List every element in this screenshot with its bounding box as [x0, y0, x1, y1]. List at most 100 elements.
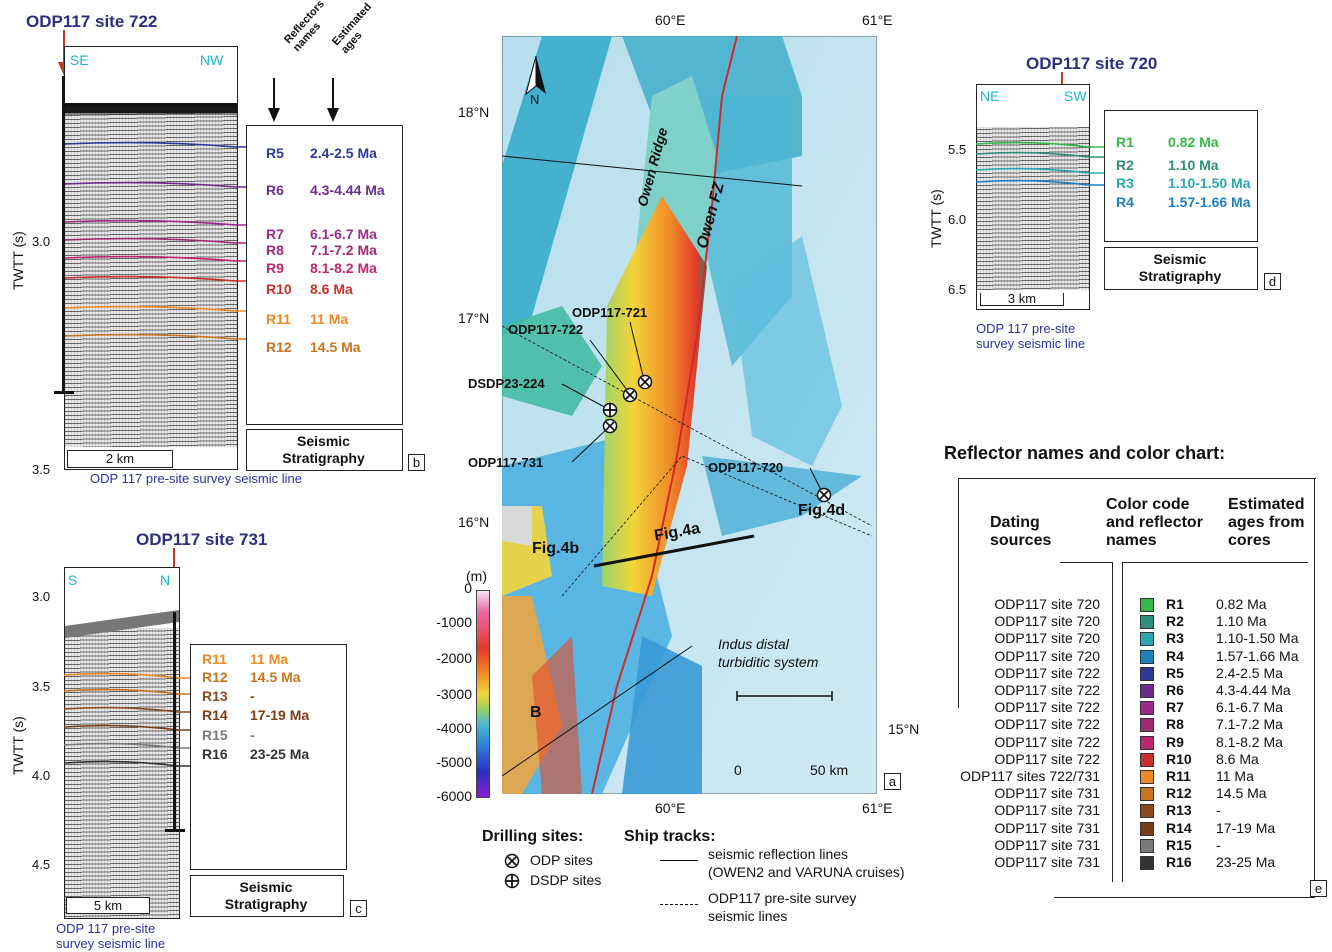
chart-row-age: -: [1216, 802, 1221, 819]
map-right-label: 15°N: [888, 721, 920, 737]
panel-b-reflector-age: 8.6 Ma: [310, 281, 353, 297]
reflector-horizon-line: [64, 275, 260, 282]
header-arrows-icon: [268, 78, 339, 122]
panel-c-tick-1: 3.0: [32, 589, 51, 604]
site-leader-lines: [561, 321, 825, 497]
chart-head-rule-2: [1122, 562, 1308, 563]
dsdp-site-icon: [602, 402, 618, 418]
chart-row-swatch: [1140, 615, 1154, 630]
depth-tick-0: 0: [464, 580, 472, 596]
map-left-label-1: 18°N: [458, 104, 490, 120]
chart-row-source: ODP117 site 720: [994, 613, 1100, 630]
chart-row-swatch: [1140, 632, 1154, 647]
legend-ship-title: Ship tracks:: [624, 828, 716, 845]
chart-row-source: ODP117 site 720: [994, 647, 1100, 664]
chart-col-rule-1: [1112, 562, 1113, 882]
panel-b-reflector-name: R6: [266, 182, 284, 198]
panel-d-stratigraphy-box: [1104, 110, 1258, 242]
panel-d-dir-left: NE: [980, 88, 1000, 104]
chart-row-source: ODP117 site 722: [994, 750, 1100, 767]
chart-head-rule-1: [1060, 562, 1112, 563]
panel-d-caption: ODP 117 pre-site survey seismic line: [976, 321, 1086, 351]
reflector-horizon-line: [64, 706, 200, 713]
panel-c-reflector-name: R14: [202, 707, 228, 723]
head-age-3: cores: [1228, 532, 1271, 549]
reflector-horizon-line: [976, 179, 1106, 186]
chart-row-name: R10: [1166, 750, 1192, 767]
chart-row-source: ODP117 site 731: [994, 785, 1100, 802]
depth-tick-3: -3000: [436, 686, 472, 702]
chart-row-swatch: [1140, 770, 1154, 784]
chart-row-source: ODP117 site 722: [994, 682, 1100, 698]
chart-row-swatch: [1140, 821, 1154, 836]
panel-b-reflector-name: R5: [266, 145, 284, 161]
chart-row-source: ODP117 site 731: [994, 836, 1100, 853]
chart-row-name: R5: [1166, 664, 1184, 681]
chart-row-name: R11: [1166, 768, 1191, 784]
map-scale-km: 50 km: [810, 762, 849, 778]
panel-c-reflector-name: R15: [202, 727, 228, 743]
chart-row-swatch: [1140, 804, 1154, 819]
panel-b-reflector-name: R9: [266, 260, 284, 276]
head-sources-1: Dating: [990, 514, 1040, 531]
panel-b-seismic-image: [64, 46, 238, 470]
chart-row-swatch: [1140, 838, 1154, 853]
reflector-horizon-line: [64, 688, 200, 695]
chart-row-age: 6.1-6.7 Ma: [1216, 699, 1283, 716]
panel-c-reflector-name: R11: [202, 651, 227, 667]
panel-c-y-title: TWTT (s): [10, 716, 26, 775]
head-sources-2: sources: [990, 532, 1052, 549]
legend-dotted-text-2: seismic lines: [708, 908, 788, 924]
panel-c-reflector-age: -: [250, 688, 255, 704]
reflector-horizon-line: [64, 742, 200, 749]
chart-row-swatch: [1140, 649, 1154, 664]
panel-b-tick-1: 3.0: [32, 234, 51, 249]
panel-c-borehole: [173, 612, 176, 830]
map-left-label-3: 16°N: [458, 514, 490, 530]
chart-row-name: R4: [1166, 647, 1184, 664]
map-scale-zero: 0: [734, 762, 742, 778]
chart-row-name: R16: [1166, 854, 1192, 870]
dsdp-site-icon: [504, 873, 520, 889]
chart-row-swatch: [1140, 701, 1154, 716]
legend-solid-line: [660, 860, 698, 861]
panel-d-reflector-age: 1.10 Ma: [1168, 157, 1219, 173]
fig4b-label: Fig.4b: [532, 540, 580, 557]
chart-row-source: ODP117 site 731: [994, 854, 1100, 870]
panel-c-tick-4: 4.5: [32, 857, 51, 872]
chart-row-swatch: [1140, 752, 1154, 767]
panel-b-scale-bar: 2 km: [67, 450, 173, 468]
depth-unit: (m): [466, 568, 487, 584]
panel-d-title: ODP117 site 720: [1026, 54, 1158, 73]
reflector-horizon-line: [64, 219, 260, 226]
panel-c-strat-line2: Stratigraphy: [224, 896, 308, 912]
panel-b-y-title: TWTT (s): [10, 231, 26, 290]
head-age-2: ages from: [1228, 514, 1305, 531]
chart-row-source: ODP117 sites 722/731: [960, 768, 1100, 784]
reflector-horizon-line: [64, 760, 200, 767]
site-label-224: DSDP23-224: [468, 376, 545, 391]
indus-label-2: turbiditic system: [718, 654, 819, 670]
map-bottom-label-2: 61°E: [862, 800, 893, 816]
chart-row-age: 17-19 Ma: [1216, 819, 1276, 836]
reflector-horizon-line: [64, 672, 200, 679]
depth-colorbar: [476, 590, 490, 798]
depth-tick-4: -4000: [436, 720, 472, 736]
indus-label-1: Indus distal: [718, 636, 789, 652]
chart-row-swatch: [1140, 735, 1154, 750]
panel-b-reflector-age: 6.1-6.7 Ma: [310, 226, 377, 242]
panel-b-strat-line2: Stratigraphy: [282, 450, 365, 466]
panel-b-reflector-name: R10: [266, 281, 292, 297]
map-top-label-2: 61°E: [862, 12, 893, 28]
chart-row-source: ODP117 site 722: [994, 733, 1100, 750]
chart-row-swatch: [1140, 856, 1154, 870]
reflector-horizon-line: [64, 181, 260, 188]
north-arrow-icon: [525, 56, 546, 96]
chart-row-name: R15: [1166, 836, 1192, 853]
depth-tick-2: -2000: [436, 650, 472, 666]
panel-d-reflector-age: 0.82 Ma: [1168, 134, 1219, 150]
depth-tick-5: -5000: [436, 754, 472, 770]
depth-tick-1: -1000: [436, 614, 472, 630]
panel-d-reflector-name: R3: [1116, 175, 1134, 191]
reflector-horizon-line: [976, 141, 1106, 148]
